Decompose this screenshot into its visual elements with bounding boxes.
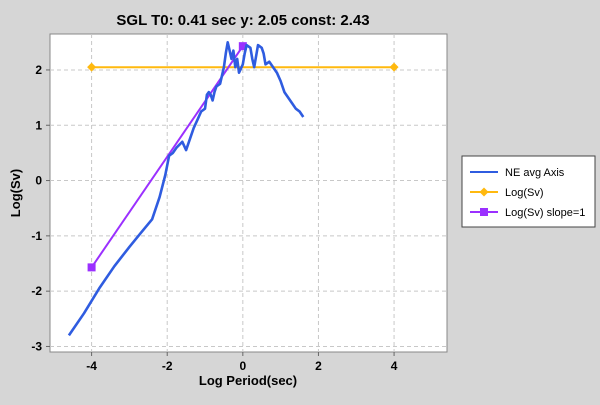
legend-label: NE avg Axis [505,167,565,179]
x-tick-label: 2 [315,359,322,373]
y-tick-label: 0 [35,174,42,188]
legend: NE avg Axis Log(Sv) Log(Sv) slope=1 [461,155,596,228]
legend-item-log-sv-slope-1: Log(Sv) slope=1 [470,207,585,219]
grid-layer [50,34,447,352]
data-point-log-sv [87,62,97,72]
plot-area [49,33,448,353]
x-tick-label: 0 [239,359,246,373]
y-tick-label: 2 [35,63,42,77]
y-tick-label: -3 [31,339,42,353]
data-point-log-sv-slope-1 [238,42,247,51]
y-tick-label: -1 [31,229,42,243]
series-log-sv-slope-1 [87,42,247,272]
series-line-log-sv-slope-1 [90,45,244,268]
data-point-log-sv-slope-1 [87,263,96,272]
legend-items: NE avg Axis Log(Sv) Log(Sv) slope=1 [470,167,585,219]
series-layer [67,40,399,337]
legend-label: Log(Sv) slope=1 [505,207,585,219]
legend-item-ne-avg-axis: NE avg Axis [470,167,565,179]
data-point-log-sv [389,62,399,72]
x-tick-label: -2 [162,359,173,373]
chart-title: SGL T0: 0.41 sec y: 2.05 const: 2.43 [116,12,369,29]
legend-label: Log(Sv) [505,187,544,199]
x-axis-label: Log Period(sec) [199,373,297,388]
legend-marker [479,187,489,197]
y-tick-layer: -3 -2 -1 0 1 2 [31,63,50,353]
x-tick-label: -4 [86,359,97,373]
x-tick-layer: -4 -2 0 2 4 [86,352,398,373]
series-ne-avg-axis [67,40,305,337]
y-tick-label: 1 [35,118,42,132]
y-axis-label: Log(Sv) [8,169,23,217]
x-tick-label: 4 [391,359,398,373]
series-line-ne-avg-axis [67,40,305,337]
legend-item-log-sv: Log(Sv) [470,187,544,199]
legend-marker [480,208,488,216]
y-tick-label: -2 [31,284,42,298]
